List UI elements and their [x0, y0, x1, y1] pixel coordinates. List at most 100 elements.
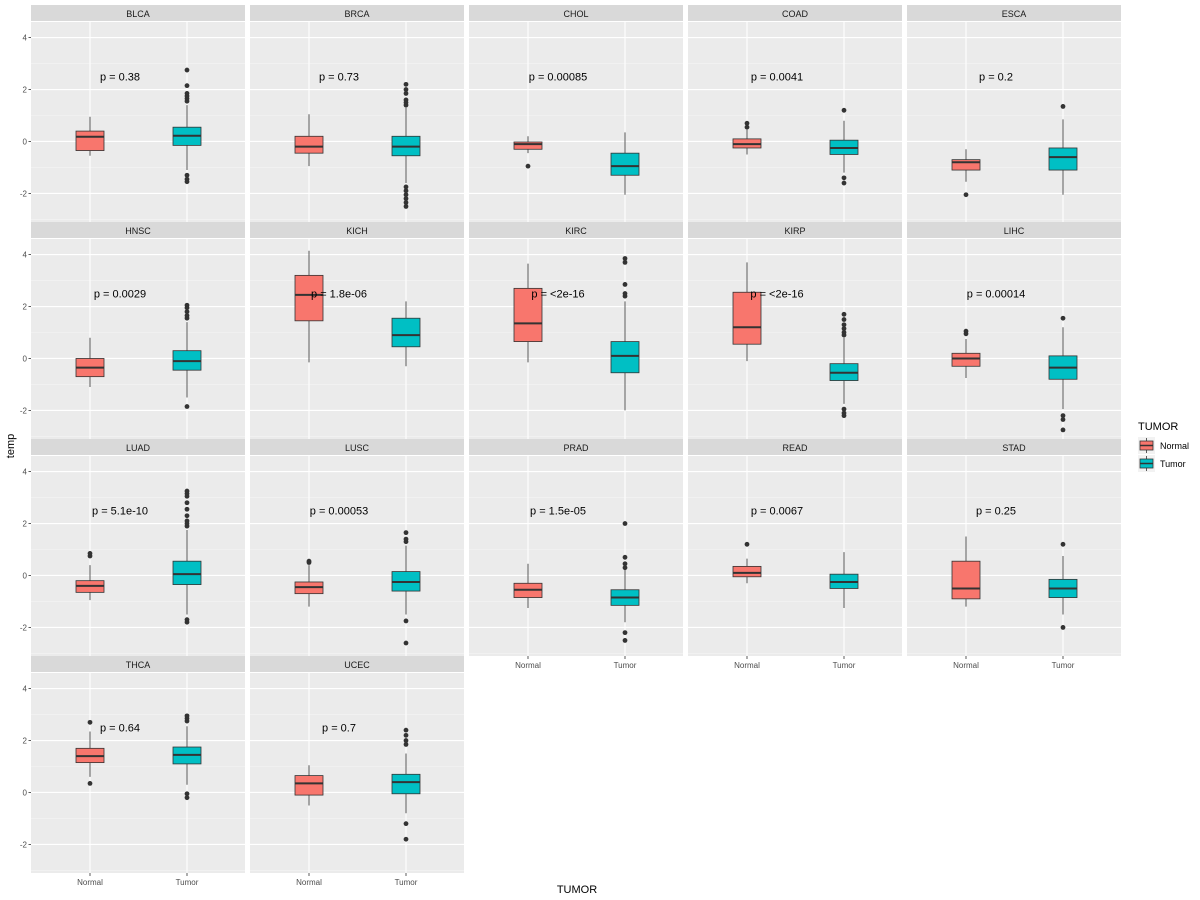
- y-tick-label: 2: [23, 737, 28, 746]
- box-normal: [294, 135, 324, 154]
- y-tick-label: -2: [20, 623, 28, 632]
- outlier-point: [403, 732, 409, 738]
- x-tick-label: Normal: [296, 878, 322, 887]
- outlier-point: [184, 404, 190, 409]
- panel-background: [469, 22, 683, 222]
- panel-background: [250, 456, 464, 656]
- facet-label: THCA: [126, 660, 151, 670]
- panel-background: [688, 239, 902, 439]
- p-value-label: p = 0.25: [976, 506, 1016, 518]
- outlier-point: [184, 83, 190, 89]
- p-value-label: p = 0.7: [322, 723, 356, 735]
- panel-background: [250, 22, 464, 222]
- y-tick-label: 2: [23, 520, 28, 529]
- outlier-point: [622, 282, 628, 287]
- outlier-point: [184, 791, 190, 797]
- x-axis-title: TUMOR: [557, 884, 597, 896]
- x-tick-label: Normal: [515, 661, 541, 670]
- outlier-point: [841, 107, 847, 113]
- outlier-point: [184, 500, 190, 506]
- outlier-point: [403, 836, 409, 842]
- outlier-point: [841, 311, 847, 317]
- facet-strip: [250, 439, 464, 455]
- y-tick-label: 0: [23, 137, 28, 146]
- facet-strip: [907, 439, 1121, 455]
- outlier-point: [622, 256, 628, 261]
- panel-background: [250, 673, 464, 873]
- outlier-point: [1060, 417, 1066, 422]
- facet-strip: [907, 222, 1121, 238]
- p-value-label: p = 1.8e-06: [311, 289, 367, 301]
- outlier-point: [184, 506, 190, 512]
- outlier-point: [403, 192, 409, 198]
- outlier-point: [403, 640, 409, 646]
- y-tick-label: 4: [23, 34, 28, 43]
- box-tumor: [391, 317, 421, 348]
- outlier-point: [403, 196, 409, 202]
- facet-label: ESCA: [1002, 9, 1027, 19]
- outlier-point: [184, 172, 190, 178]
- outlier-point: [403, 821, 409, 827]
- outlier-point: [622, 259, 628, 265]
- outlier-point: [841, 406, 847, 412]
- outlier-point: [841, 330, 847, 335]
- panel-background: [469, 456, 683, 656]
- panel-background: [31, 456, 245, 656]
- outlier-point: [963, 328, 969, 334]
- facet-strip: [31, 656, 245, 672]
- facet-strip: [31, 5, 245, 21]
- outlier-point: [622, 554, 628, 560]
- box-normal: [294, 274, 324, 322]
- panel-hnsc: HNSC -2 0 2 4 p = 0.0029: [20, 222, 245, 439]
- box-tumor: [391, 773, 421, 795]
- facet-label: STAD: [1002, 443, 1026, 453]
- outlier-point: [622, 291, 628, 296]
- panel-kirp: KIRP p = <2e-16: [688, 222, 902, 439]
- outlier-point: [184, 518, 190, 524]
- outlier-point: [841, 326, 847, 332]
- facet-label: UCEC: [344, 660, 370, 670]
- outlier-point: [184, 513, 190, 519]
- outlier-point: [963, 192, 969, 198]
- facet-strip: [250, 656, 464, 672]
- x-tick-label: Tumor: [833, 661, 856, 670]
- panel-background: [907, 239, 1121, 439]
- outlier-point: [184, 309, 190, 315]
- facet-label: LUAD: [126, 443, 151, 453]
- x-tick-label: Normal: [77, 878, 103, 887]
- outlier-point: [184, 488, 190, 494]
- outlier-point: [622, 521, 628, 526]
- outlier-point: [403, 188, 409, 194]
- facet-strip: [250, 222, 464, 238]
- box-tumor: [610, 341, 640, 374]
- outlier-point: [306, 558, 312, 564]
- panel-lusc: LUSC p = 0.00053: [250, 439, 464, 656]
- y-tick-label: 2: [23, 303, 28, 312]
- outlier-point: [87, 551, 93, 556]
- panel-stad: STAD p = 0.25 Normal Tumor: [907, 439, 1121, 670]
- facet-strip: [688, 5, 902, 21]
- p-value-label: p = 0.0029: [94, 289, 146, 301]
- box-tumor: [610, 152, 640, 176]
- outlier-point: [184, 619, 190, 625]
- panel-background: [688, 456, 902, 656]
- box-normal: [513, 287, 543, 342]
- facet-label: KIRC: [565, 226, 587, 236]
- x-tick-label: Tumor: [1052, 661, 1075, 670]
- outlier-point: [184, 91, 190, 96]
- outlier-point: [403, 742, 409, 747]
- outlier-point: [841, 317, 847, 322]
- facet-label: BRCA: [344, 9, 369, 19]
- outlier-point: [184, 67, 190, 73]
- outlier-point: [184, 179, 190, 185]
- y-tick-label: -2: [20, 840, 28, 849]
- panel-background: [907, 22, 1121, 222]
- outlier-point: [403, 618, 409, 624]
- box-normal: [951, 159, 981, 171]
- outlier-point: [1060, 315, 1066, 321]
- panel-read: READ p = 0.0067 Normal Tumor: [688, 439, 902, 670]
- outlier-point: [87, 719, 93, 725]
- outlier-point: [184, 313, 190, 319]
- p-value-label: p = 0.2: [979, 72, 1013, 84]
